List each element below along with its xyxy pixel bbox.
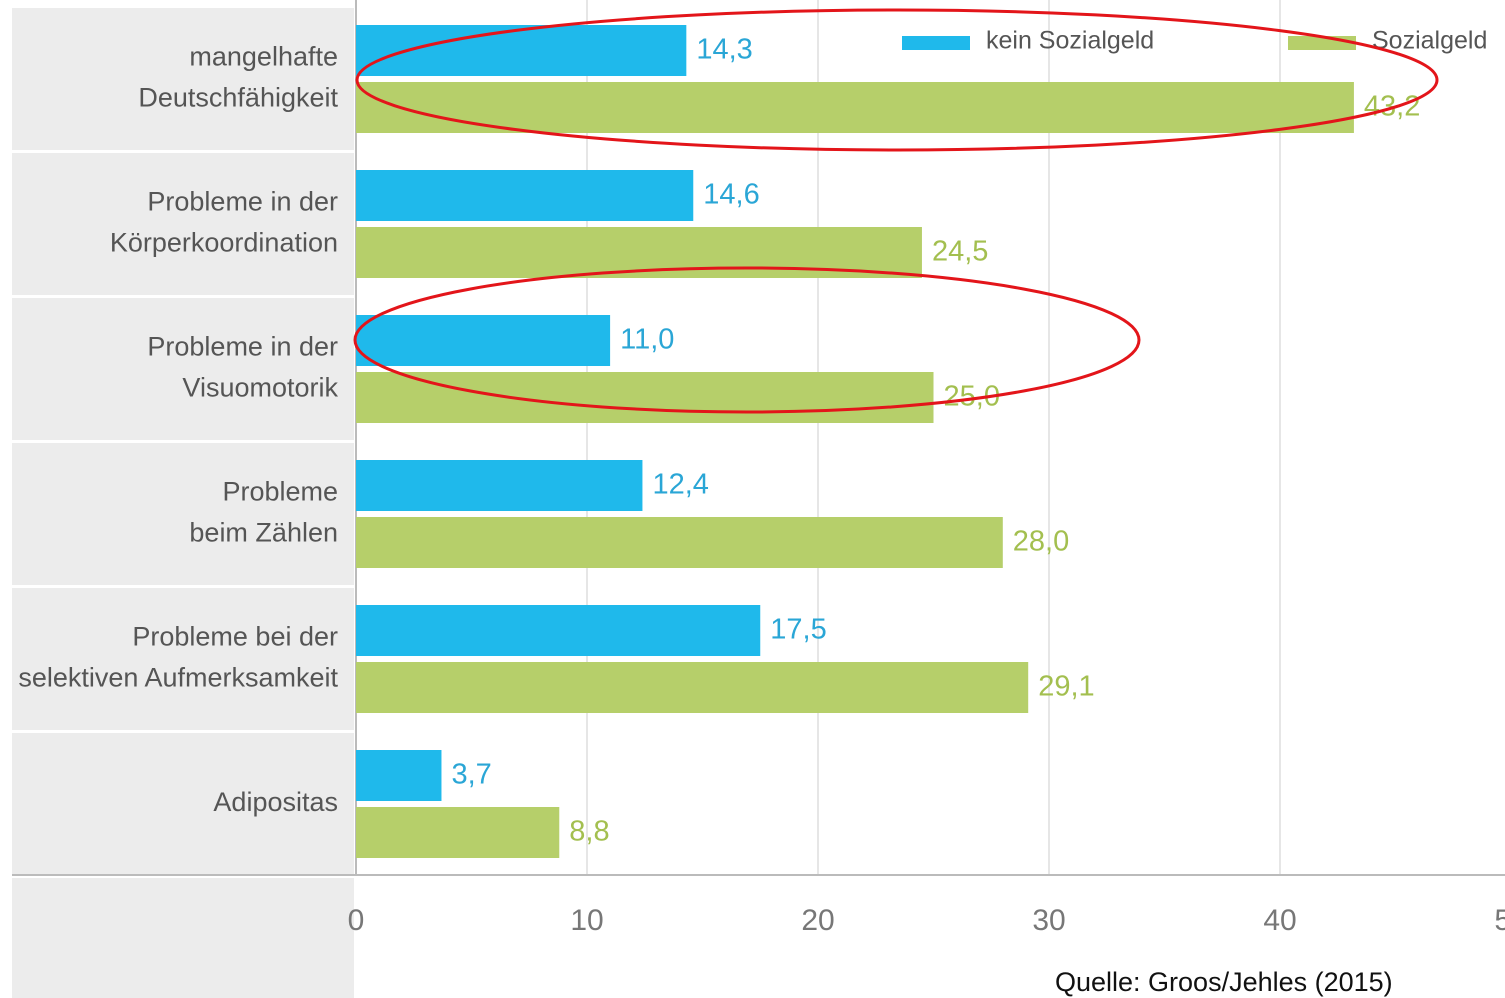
bar bbox=[356, 82, 1354, 133]
plot: mangelhafte Deutschfähigkeit Probleme in d… bbox=[12, 0, 1505, 937]
x-tick-label: 10 bbox=[570, 904, 603, 937]
value-label: 14,6 bbox=[703, 179, 759, 211]
highlight bbox=[353, 266, 1141, 414]
bar bbox=[356, 662, 1029, 713]
category-label: Visuomotorik bbox=[182, 373, 338, 403]
bar bbox=[356, 605, 761, 656]
value-label: 29,1 bbox=[1038, 671, 1094, 703]
bar bbox=[356, 372, 934, 423]
category-panel bbox=[12, 443, 354, 585]
x-tick-label: 30 bbox=[1032, 904, 1065, 937]
category-label: Adipositas bbox=[213, 787, 338, 817]
x-tick-label: 40 bbox=[1263, 904, 1296, 937]
value-label: 28,0 bbox=[1013, 526, 1069, 558]
x-tick-label: 50 bbox=[1494, 904, 1505, 937]
x-tick-label: 20 bbox=[801, 904, 834, 937]
category-panel bbox=[12, 733, 354, 875]
value-label: 8,8 bbox=[569, 816, 609, 848]
bar bbox=[356, 517, 1003, 568]
bar bbox=[356, 170, 694, 221]
category-label: Probleme in der bbox=[147, 187, 338, 217]
category-label: beim Zählen bbox=[189, 518, 338, 548]
category-label: Deutschfähigkeit bbox=[138, 83, 338, 113]
category-label: Probleme in der bbox=[147, 332, 338, 362]
value-label: 12,4 bbox=[652, 469, 708, 501]
category-label: Körperkoordination bbox=[110, 228, 338, 258]
category-label: selektiven Aufmerksamkeit bbox=[18, 663, 338, 693]
legend-label: Sozialgeld bbox=[1372, 27, 1487, 55]
bar bbox=[356, 460, 643, 511]
category-label: mangelhafte bbox=[189, 42, 338, 72]
source: Quelle: Groos/Jehles (2015) bbox=[1055, 967, 1393, 997]
bar bbox=[356, 315, 611, 366]
value-label: 14,3 bbox=[696, 34, 752, 66]
value-label: 17,5 bbox=[770, 614, 826, 646]
category-panel bbox=[12, 153, 354, 295]
highlight bbox=[355, 8, 1439, 152]
category-label: Probleme bei der bbox=[132, 622, 338, 652]
value-label: 11,0 bbox=[620, 324, 674, 356]
category-label: Probleme bbox=[222, 477, 338, 507]
legend-swatch bbox=[902, 36, 970, 50]
x-tick-label: 0 bbox=[348, 904, 365, 937]
bar bbox=[356, 807, 560, 858]
value-label: 3,7 bbox=[451, 759, 491, 791]
legend-label: kein Sozialgeld bbox=[986, 27, 1154, 55]
axis-panel bbox=[12, 878, 354, 998]
value-label: 24,5 bbox=[932, 236, 988, 268]
category-panel bbox=[12, 298, 354, 440]
category-panel bbox=[12, 8, 354, 150]
bar bbox=[356, 750, 442, 801]
category-panel bbox=[12, 588, 354, 730]
